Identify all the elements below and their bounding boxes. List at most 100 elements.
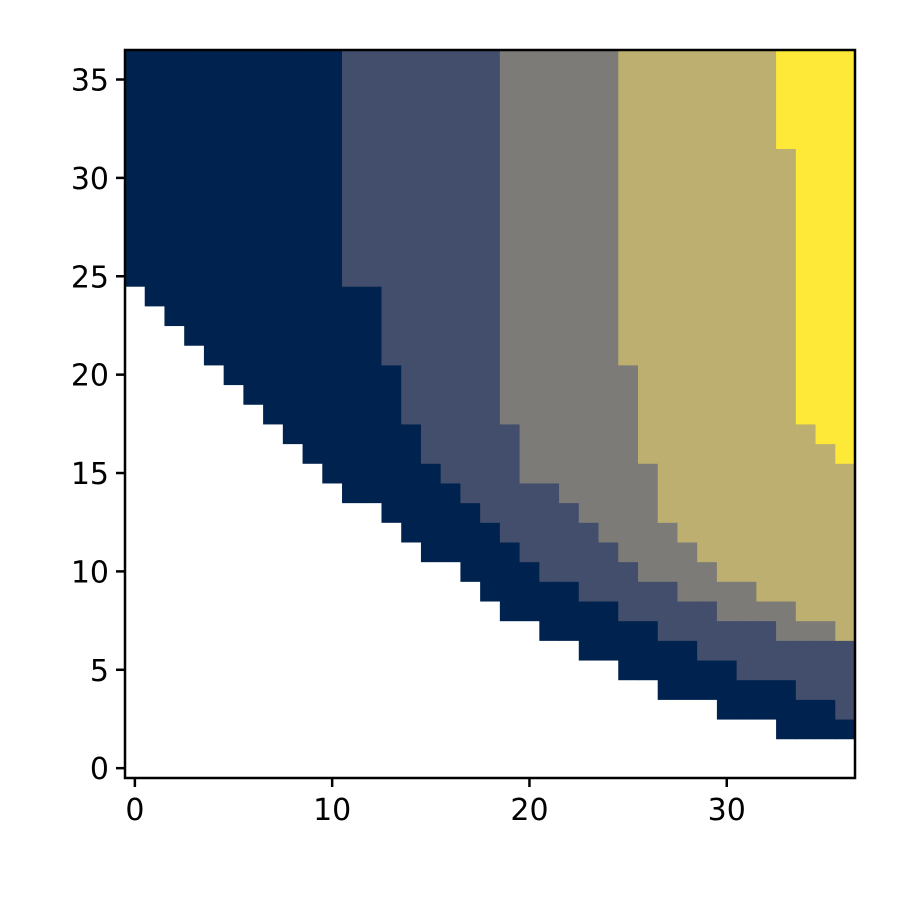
heatmap-cell-column-28-level-2 (677, 541, 698, 602)
heatmap-cell-column-9-level-0 (302, 50, 323, 464)
heatmap-cell-column-18-level-1 (480, 50, 501, 523)
heatmap-cell-column-3-level-0 (184, 50, 205, 346)
heatmap-cell-column-1-level-0 (144, 50, 166, 307)
heatmap-cell-column-22-level-1 (559, 502, 580, 582)
heatmap-cell-column-21-level-0 (539, 581, 560, 641)
x-axis: 0 10 20 30 (125, 778, 746, 828)
heatmap-cell-column-25-level-3 (618, 50, 639, 366)
heatmap-cell-column-26-level-3 (637, 50, 659, 464)
heatmap-cell-column-17-level-1 (460, 50, 481, 504)
heatmap-cell-column-23-level-1 (578, 522, 600, 602)
heatmap-cell-column-4-level-0 (203, 50, 225, 366)
heatmap-cell-column-22-level-2 (559, 50, 580, 504)
plot-frame (123, 48, 857, 780)
heatmap-cell-column-12-level-1 (361, 50, 383, 287)
heatmap-cell-column-11-level-0 (342, 286, 363, 504)
y-tick-label: 10 (71, 555, 109, 590)
heatmap-cell-column-26-level-0 (637, 620, 659, 681)
heatmap-cell-column-25-level-2 (618, 364, 639, 563)
heatmap-cell-column-24-level-2 (598, 50, 619, 543)
heatmap-cell-column-36-level-0 (835, 718, 856, 740)
heatmap-cell-column-28-level-3 (677, 50, 698, 543)
x-tick-label: 0 (125, 793, 144, 828)
heatmap-cell-column-12-level-0 (361, 286, 383, 504)
heatmap-cell-column-8-level-0 (282, 50, 304, 445)
heatmap-cell-column-30-level-0 (716, 659, 738, 720)
heatmap-cell-column-30-level-3 (716, 50, 738, 582)
heatmap-cell-column-21-level-1 (539, 482, 560, 582)
heatmap-cell-column-34-level-1 (795, 640, 817, 700)
heatmap-cell-column-31-level-0 (736, 679, 757, 720)
heatmap-cell-column-33-level-2 (776, 600, 797, 641)
heatmap-cell-column-36-level-3 (835, 463, 856, 641)
heatmap-cell-column-17-level-0 (460, 502, 481, 582)
heatmap-cell-column-13-level-0 (381, 364, 402, 523)
heatmap-cell-column-31-level-3 (736, 50, 757, 582)
heatmap-cell-column-16-level-1 (440, 50, 462, 484)
heatmap-cell-column-28-level-1 (677, 600, 698, 641)
heatmap-cell-column-19-level-1 (499, 423, 521, 543)
heatmap-cell-column-29-level-3 (697, 50, 718, 563)
x-tick-label: 30 (708, 793, 746, 828)
heatmap-cell-column-19-level-2 (499, 50, 521, 425)
heatmap-cell-column-28-level-0 (677, 640, 698, 700)
y-tick-label: 20 (71, 359, 109, 394)
heatmap-cell-column-11-level-1 (342, 50, 363, 287)
heatmap-cell-column-30-level-1 (716, 620, 738, 661)
heatmap-cell-column-34-level-2 (795, 620, 817, 641)
heatmap-cell-column-23-level-0 (578, 600, 600, 661)
heatmap-cell-column-23-level-2 (578, 50, 600, 523)
heatmap-cell-column-35-level-3 (815, 443, 836, 622)
heatmap-cell-column-0-level-0 (125, 50, 146, 287)
heatmap-cell-column-19-level-0 (499, 541, 521, 622)
heatmap-cell-column-29-level-1 (697, 600, 718, 661)
y-tick-label: 15 (71, 457, 109, 492)
x-tick-label: 10 (313, 793, 351, 828)
heatmap-cell-column-33-level-1 (776, 640, 797, 681)
heatmap-cell-column-29-level-2 (697, 561, 718, 602)
heatmap-cell-column-32-level-1 (756, 620, 777, 681)
heatmap-cell-column-7-level-0 (263, 50, 284, 425)
y-tick-label: 0 (90, 752, 109, 787)
heatmap-cell-column-35-level-0 (815, 699, 836, 740)
heatmap-cell-column-10-level-0 (322, 50, 343, 484)
heatmap-cell-column-6-level-0 (243, 50, 264, 405)
heatmap-cell-column-25-level-1 (618, 561, 639, 622)
heatmap-cell-column-14-level-1 (401, 50, 422, 425)
heatmap-cell-column-35-level-2 (815, 620, 836, 641)
heatmap-cell-column-34-level-3 (795, 423, 817, 622)
heatmap-cell-column-34-level-4 (795, 50, 817, 425)
heatmap-cell-column-20-level-0 (519, 561, 540, 622)
heatmap-cell-column-36-level-1 (835, 640, 856, 720)
heatmap-cell-column-36-level-4 (835, 50, 856, 464)
heatmap-cell-column-32-level-2 (756, 600, 777, 622)
heatmap-cell-column-5-level-0 (223, 50, 244, 386)
heatmap-cell-column-33-level-4 (776, 50, 797, 149)
heatmap-cell-column-33-level-3 (776, 148, 797, 602)
heatmap-cell-column-24-level-0 (598, 600, 619, 661)
heatmap-cell-column-15-level-1 (420, 50, 442, 464)
heatmap-cell-column-16-level-0 (440, 482, 462, 563)
y-tick-label: 25 (71, 260, 109, 295)
heatmap-cell-column-30-level-2 (716, 581, 738, 622)
y-tick-label: 5 (90, 654, 109, 689)
heatmap-cell-column-32-level-0 (756, 679, 777, 720)
heatmap-cell-column-34-level-0 (795, 699, 817, 740)
heatmap-cell-column-22-level-0 (559, 581, 580, 641)
heatmap-cell-column-18-level-0 (480, 522, 501, 602)
heatmap-cell-column-27-level-1 (657, 581, 679, 641)
y-tick-label: 35 (71, 64, 109, 99)
heatmap-cell-column-15-level-0 (420, 463, 442, 563)
heatmap-cell-column-14-level-0 (401, 423, 422, 543)
heatmap-cell-column-27-level-2 (657, 522, 679, 582)
heatmap-cell-column-20-level-1 (519, 482, 540, 563)
heatmap-cell-column-26-level-1 (637, 581, 659, 622)
heatmap-cell-column-20-level-2 (519, 50, 540, 484)
heatmap-cell-column-13-level-1 (381, 50, 402, 366)
y-tick-label: 30 (71, 162, 109, 197)
heatmap-cell-column-25-level-0 (618, 620, 639, 681)
heatmap-cells (125, 50, 856, 740)
x-tick-label: 20 (510, 793, 548, 828)
heatmap-cell-column-31-level-1 (736, 620, 757, 681)
